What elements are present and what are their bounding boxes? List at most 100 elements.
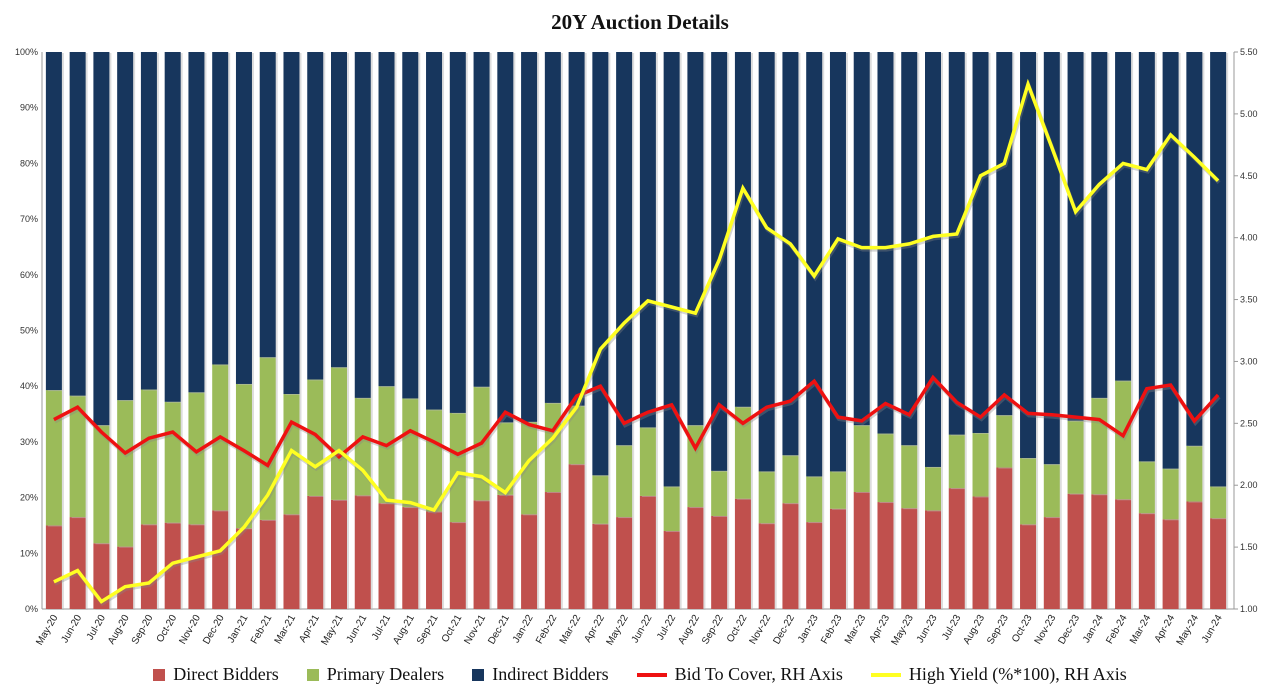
x-tick-label: Dec-22: [771, 613, 797, 647]
x-tick-label: Feb-24: [1104, 613, 1130, 646]
bar-direct-bidders: [1210, 518, 1227, 609]
x-tick-label: Oct-20: [155, 613, 180, 645]
bar-primary-dealers: [497, 422, 514, 495]
bar-indirect-bidders: [188, 52, 205, 393]
bar-indirect-bidders: [1162, 52, 1179, 469]
bar-indirect-bidders: [734, 52, 751, 407]
bar-primary-dealers: [592, 475, 609, 524]
legend-line: [636, 672, 667, 677]
x-tick-label: Aug-21: [391, 613, 417, 647]
x-tick-label: Sep-21: [415, 613, 441, 647]
bar-primary-dealers: [568, 405, 585, 465]
bar-direct-bidders: [687, 507, 704, 609]
right-tick-label: 5.50: [1240, 47, 1258, 57]
bar-primary-dealers: [1210, 486, 1227, 519]
bar-indirect-bidders: [45, 52, 62, 391]
bar-indirect-bidders: [164, 52, 181, 402]
bar-primary-dealers: [117, 400, 134, 547]
bar-indirect-bidders: [521, 52, 538, 422]
bar-direct-bidders: [568, 464, 585, 609]
bar-indirect-bidders: [402, 52, 419, 399]
left-tick-label: 80%: [20, 158, 38, 168]
bar-direct-bidders: [140, 524, 157, 609]
bar-indirect-bidders: [687, 52, 704, 426]
bar-indirect-bidders: [1091, 52, 1108, 398]
legend-label: Bid To Cover, RH Axis: [674, 664, 843, 684]
bar-indirect-bidders: [544, 52, 561, 403]
bar-primary-dealers: [616, 445, 633, 518]
x-tick-label: Nov-20: [177, 613, 203, 647]
bar-indirect-bidders: [93, 52, 110, 426]
bar-direct-bidders: [117, 546, 134, 609]
x-tick-label: Jun-21: [345, 613, 370, 645]
bar-primary-dealers: [93, 425, 110, 544]
x-tick-label: Aug-22: [676, 613, 702, 647]
right-tick-label: 2.50: [1240, 418, 1258, 428]
x-tick-label: May-24: [1175, 613, 1201, 648]
bar-direct-bidders: [758, 523, 775, 609]
x-tick-label: Jan-22: [511, 613, 536, 645]
bar-indirect-bidders: [1138, 52, 1155, 462]
bar-direct-bidders: [473, 500, 490, 609]
bar-primary-dealers: [188, 392, 205, 525]
bar-primary-dealers: [901, 445, 918, 509]
bar-indirect-bidders: [806, 52, 823, 477]
bar-indirect-bidders: [568, 52, 585, 406]
chart-canvas: 0% 10% 20% 30% 40% 50% 60% 70% 80% 90% 100% 1.00 1.5…: [15, 47, 1258, 648]
x-tick-label: Apr-22: [582, 613, 607, 645]
legend-swatch: [472, 668, 485, 681]
x-tick-label: Jun-24: [1200, 613, 1225, 645]
bar-direct-bidders: [853, 492, 870, 609]
bar-direct-bidders: [45, 525, 62, 609]
x-tick-label: Mar-21: [273, 613, 299, 646]
bar-direct-bidders: [829, 508, 846, 609]
bar-direct-bidders: [307, 495, 324, 609]
bar-indirect-bidders: [925, 52, 941, 467]
x-tick-label: Jun-22: [630, 613, 655, 645]
bar-direct-bidders: [663, 531, 680, 609]
legend-swatch: [153, 668, 166, 681]
bar-direct-bidders: [378, 503, 395, 609]
right-tick-label: 1.00: [1240, 604, 1258, 614]
bar-primary-dealers: [758, 471, 775, 524]
legend-label: Direct Bidders: [173, 664, 279, 684]
bar-indirect-bidders: [140, 52, 157, 390]
right-tick-label: 4.50: [1240, 171, 1258, 181]
bar-indirect-bidders: [212, 52, 229, 365]
x-tick-label: Nov-22: [748, 613, 774, 647]
x-tick-label: Sep-22: [700, 613, 726, 647]
bar-primary-dealers: [259, 357, 276, 520]
bar-primary-dealers: [711, 470, 728, 516]
bar-direct-bidders: [212, 510, 229, 609]
x-tick-label: Apr-24: [1153, 613, 1178, 645]
bar-direct-bidders: [93, 543, 110, 609]
bar-direct-bidders: [996, 467, 1013, 609]
x-tick-label: Jun-23: [915, 613, 940, 645]
legend-label: High Yield (%*100), RH Axis: [908, 664, 1127, 684]
legend-item-primary-dealers: Primary Dealers: [306, 664, 444, 685]
x-tick-label: Mar-24: [1128, 613, 1154, 646]
line-bid-to-cover-rh-axis: [53, 374, 1220, 468]
bar-primary-dealers: [687, 425, 704, 508]
bar-direct-bidders: [1091, 494, 1108, 609]
bar-direct-bidders: [235, 528, 252, 609]
x-tick-label: Nov-23: [1033, 613, 1059, 647]
bar-direct-bidders: [1115, 499, 1132, 609]
bar-direct-bidders: [402, 507, 419, 609]
bar-primary-dealers: [449, 412, 466, 523]
left-tick-label: 60%: [20, 270, 38, 280]
bar-primary-dealers: [402, 398, 419, 508]
bar-indirect-bidders: [378, 52, 395, 387]
bar-direct-bidders: [1020, 524, 1037, 609]
x-tick-label: Mar-22: [558, 613, 584, 646]
bar-direct-bidders: [283, 514, 300, 609]
x-tick-label: Jan-21: [226, 613, 251, 645]
bar-indirect-bidders: [354, 52, 371, 398]
x-tick-label: Apr-21: [297, 613, 322, 645]
x-tick-label: Dec-21: [486, 613, 512, 647]
bar-primary-dealers: [331, 367, 347, 500]
bar-primary-dealers: [69, 395, 86, 518]
x-tick-label: Oct-23: [1010, 613, 1035, 645]
bar-direct-bidders: [188, 524, 205, 609]
bar-primary-dealers: [1115, 380, 1132, 500]
